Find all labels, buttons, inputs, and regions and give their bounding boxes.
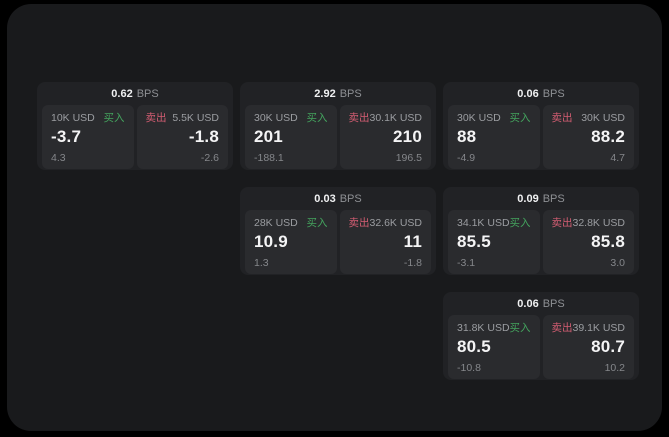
sell-quote-tile[interactable]: 卖出 30K USD 88.2 4.7 xyxy=(542,105,634,169)
buy-delta: -188.1 xyxy=(254,152,284,164)
sell-price: 85.8 xyxy=(591,232,625,251)
quote-card: 2.92 BPS 30K USD 买入 201 -188.1 卖出 30.1K … xyxy=(240,82,436,170)
buy-quote-tile[interactable]: 10K USD 买入 -3.7 4.3 xyxy=(42,105,134,169)
buy-delta: -10.8 xyxy=(457,362,481,374)
bps-unit-label: BPS xyxy=(136,87,159,100)
sell-amount: 32.8K USD xyxy=(572,217,626,229)
card-header: 0.09 BPS xyxy=(443,187,639,210)
bps-value: 0.09 xyxy=(517,192,539,205)
sell-price: 11 xyxy=(403,232,422,251)
buy-price: 85.5 xyxy=(457,232,491,251)
card-body: 34.1K USD 买入 85.5 -3.1 卖出 32.8K USD 85.8… xyxy=(443,210,639,279)
sell-side-label: 卖出 xyxy=(551,322,573,334)
buy-amount: 31.8K USD xyxy=(457,322,510,334)
buy-side-label: 买入 xyxy=(306,217,328,229)
buy-side-label: 买入 xyxy=(509,217,531,229)
main-panel: 0.62 BPS 10K USD 买入 -3.7 4.3 卖出 5.5K USD xyxy=(7,4,662,431)
bps-unit-label: BPS xyxy=(542,297,565,310)
bps-value: 2.92 xyxy=(314,87,336,100)
buy-amount: 34.1K USD xyxy=(457,217,510,229)
buy-price: 88 xyxy=(457,127,477,146)
sell-amount: 39.1K USD xyxy=(572,322,626,334)
card-header: 0.06 BPS xyxy=(443,292,639,315)
sell-side-label: 卖出 xyxy=(551,112,573,124)
sell-quote-tile[interactable]: 卖出 32.6K USD 11 -1.8 xyxy=(339,210,431,274)
buy-amount: 28K USD xyxy=(254,217,298,229)
bps-unit-label: BPS xyxy=(542,192,565,205)
card-body: 30K USD 买入 88 -4.9 卖出 30K USD 88.2 4.7 xyxy=(443,105,639,174)
sell-side-label: 卖出 xyxy=(145,112,167,124)
buy-amount: 10K USD xyxy=(51,112,95,124)
sell-delta: -1.8 xyxy=(403,257,422,269)
quote-card: 0.06 BPS 30K USD 买入 88 -4.9 卖出 30K USD xyxy=(443,82,639,170)
bps-unit-label: BPS xyxy=(339,192,362,205)
buy-delta: -3.1 xyxy=(457,257,476,269)
buy-quote-tile[interactable]: 30K USD 买入 88 -4.9 xyxy=(448,105,540,169)
buy-price: 201 xyxy=(254,127,283,146)
bps-value: 0.62 xyxy=(111,87,133,100)
buy-side-label: 买入 xyxy=(509,322,531,334)
sell-quote-tile[interactable]: 卖出 32.8K USD 85.8 3.0 xyxy=(542,210,634,274)
sell-price: 80.7 xyxy=(591,337,625,356)
sell-amount: 30.1K USD xyxy=(369,112,423,124)
sell-quote-tile[interactable]: 卖出 5.5K USD -1.8 -2.6 xyxy=(136,105,228,169)
sell-delta: -2.6 xyxy=(200,152,219,164)
bps-unit-label: BPS xyxy=(339,87,362,100)
buy-amount: 30K USD xyxy=(254,112,298,124)
card-header: 0.03 BPS xyxy=(240,187,436,210)
card-body: 28K USD 买入 10.9 1.3 卖出 32.6K USD 11 -1.8 xyxy=(240,210,436,279)
sell-side-label: 卖出 xyxy=(348,112,370,124)
buy-price: 10.9 xyxy=(254,232,288,251)
buy-price: 80.5 xyxy=(457,337,491,356)
buy-delta: 1.3 xyxy=(254,257,269,269)
buy-quote-tile[interactable]: 31.8K USD 买入 80.5 -10.8 xyxy=(448,315,540,379)
sell-price: 210 xyxy=(393,127,422,146)
buy-quote-tile[interactable]: 30K USD 买入 201 -188.1 xyxy=(245,105,337,169)
sell-amount: 30K USD xyxy=(581,112,625,124)
bps-value: 0.06 xyxy=(517,297,539,310)
sell-quote-tile[interactable]: 卖出 30.1K USD 210 196.5 xyxy=(339,105,431,169)
buy-side-label: 买入 xyxy=(306,112,328,124)
sell-price: -1.8 xyxy=(188,127,219,146)
sell-delta: 196.5 xyxy=(395,152,422,164)
buy-side-label: 买入 xyxy=(509,112,531,124)
sell-amount: 5.5K USD xyxy=(172,112,219,124)
sell-quote-tile[interactable]: 卖出 39.1K USD 80.7 10.2 xyxy=(542,315,634,379)
sell-side-label: 卖出 xyxy=(348,217,370,229)
quote-card: 0.62 BPS 10K USD 买入 -3.7 4.3 卖出 5.5K USD xyxy=(37,82,233,170)
card-body: 31.8K USD 买入 80.5 -10.8 卖出 39.1K USD 80.… xyxy=(443,315,639,384)
card-header: 0.06 BPS xyxy=(443,82,639,105)
sell-delta: 10.2 xyxy=(604,362,625,374)
card-body: 10K USD 买入 -3.7 4.3 卖出 5.5K USD -1.8 -2.… xyxy=(37,105,233,174)
bps-value: 0.06 xyxy=(517,87,539,100)
card-body: 30K USD 买入 201 -188.1 卖出 30.1K USD 210 1… xyxy=(240,105,436,174)
sell-amount: 32.6K USD xyxy=(369,217,423,229)
card-header: 0.62 BPS xyxy=(37,82,233,105)
quote-card: 0.03 BPS 28K USD 买入 10.9 1.3 卖出 32.6K US… xyxy=(240,187,436,275)
bps-unit-label: BPS xyxy=(542,87,565,100)
quote-card: 0.09 BPS 34.1K USD 买入 85.5 -3.1 卖出 32.8K… xyxy=(443,187,639,275)
sell-side-label: 卖出 xyxy=(551,217,573,229)
buy-amount: 30K USD xyxy=(457,112,501,124)
card-header: 2.92 BPS xyxy=(240,82,436,105)
bps-value: 0.03 xyxy=(314,192,336,205)
quote-card-grid: 0.62 BPS 10K USD 买入 -3.7 4.3 卖出 5.5K USD xyxy=(37,82,639,380)
buy-quote-tile[interactable]: 28K USD 买入 10.9 1.3 xyxy=(245,210,337,274)
buy-delta: -4.9 xyxy=(457,152,476,164)
buy-quote-tile[interactable]: 34.1K USD 买入 85.5 -3.1 xyxy=(448,210,540,274)
buy-price: -3.7 xyxy=(51,127,82,146)
sell-price: 88.2 xyxy=(591,127,625,146)
quote-card: 0.06 BPS 31.8K USD 买入 80.5 -10.8 卖出 39.1… xyxy=(443,292,639,380)
buy-side-label: 买入 xyxy=(103,112,125,124)
sell-delta: 3.0 xyxy=(610,257,625,269)
buy-delta: 4.3 xyxy=(51,152,66,164)
sell-delta: 4.7 xyxy=(610,152,625,164)
